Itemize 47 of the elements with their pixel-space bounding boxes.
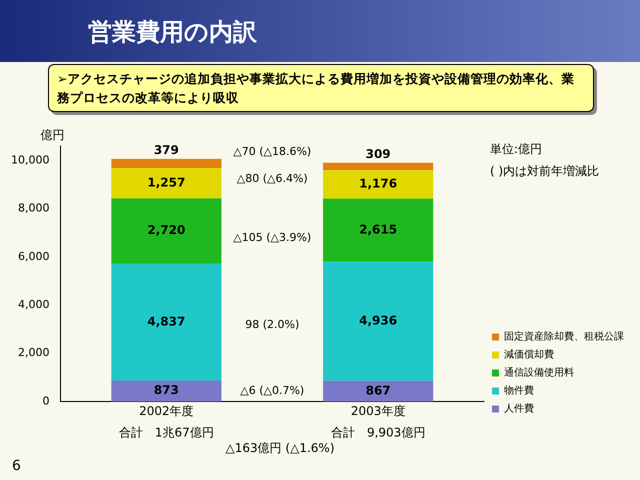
- bar: [323, 170, 434, 199]
- annotation: △105 (△3.9%): [233, 230, 312, 244]
- y-tick-label: 4,000: [18, 298, 50, 312]
- data-label: 4,936: [359, 313, 398, 328]
- data-label: 867: [366, 383, 391, 398]
- annotation: 98 (2.0%): [245, 318, 300, 331]
- data-label: 2,720: [147, 223, 186, 238]
- annotation: △6 (△0.7%): [240, 384, 304, 398]
- data-label: 309: [366, 146, 391, 161]
- y-tick-label: 6,000: [18, 250, 50, 263]
- bar: [111, 380, 222, 402]
- bar: [111, 168, 222, 198]
- chart-title: 営業費用の内訳: [0, 0, 640, 62]
- annotation: △70 (△18.6%): [233, 145, 312, 158]
- y-tick-label: 2,000: [18, 346, 50, 360]
- bar: [323, 162, 434, 170]
- text: △163億円 (△1.6%): [224, 440, 336, 457]
- annotation: △80 (△6.4%): [236, 172, 308, 186]
- text: 6: [12, 458, 21, 474]
- text: ( )内は対前年増減比: [490, 163, 600, 180]
- data-label: 873: [154, 383, 179, 398]
- x-tick-label: 2003年度: [350, 404, 406, 418]
- y-axis-title: 億円: [40, 128, 64, 142]
- bar: [323, 262, 434, 381]
- bar: [323, 198, 434, 262]
- bar: [111, 264, 222, 381]
- legend-label: 固定資産除却費、租税公課: [504, 330, 624, 343]
- data-label: 4,837: [147, 314, 186, 328]
- bar: [111, 158, 222, 168]
- x-tick-label: 2002年度: [139, 404, 194, 418]
- text: 合計 1兆67億円: [118, 426, 214, 440]
- bar: [323, 380, 434, 402]
- data-label: 2,615: [359, 222, 398, 236]
- legend-label: 物件費: [504, 384, 534, 397]
- y-tick-label: 10,000: [10, 153, 50, 166]
- y-tick-label: 8,000: [18, 202, 50, 215]
- legend-label: 減価償却費: [504, 348, 554, 361]
- legend-label: 通信設備使用料: [504, 366, 574, 379]
- chart-subtitle: ➢アクセスチャージの追加負担や事業拡大による費用増加を投資や設備管理の効率化、業務プロセスの改革等により吸収: [48, 64, 594, 112]
- bar: [111, 198, 222, 264]
- data-label: 1,176: [359, 176, 398, 191]
- legend-label: 人件費: [504, 402, 534, 415]
- text: 単位:億円: [490, 141, 544, 158]
- text: 合計 9,903億円: [330, 426, 426, 440]
- data-label: 379: [154, 143, 179, 157]
- data-label: 1,257: [147, 175, 186, 190]
- y-tick-label: 0: [42, 394, 50, 408]
